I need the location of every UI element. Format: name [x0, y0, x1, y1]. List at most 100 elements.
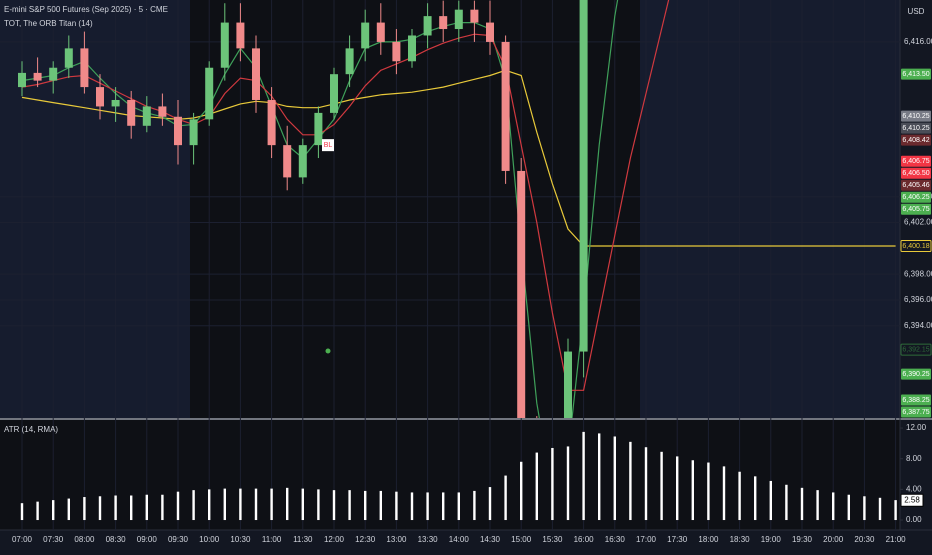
bar [660, 451, 663, 521]
bar [254, 488, 258, 521]
price-tag-label: 6,410.25 [902, 113, 929, 120]
price-tag [900, 240, 932, 253]
x-tick-label: 13:00 [386, 535, 407, 544]
bar [364, 490, 367, 521]
candle-body [454, 9, 463, 30]
candle-body [423, 16, 432, 36]
price-tag-label: 6,392.15 [902, 346, 929, 353]
price-tag [901, 179, 931, 191]
price-tag [901, 134, 931, 146]
x-tick-label: 10:00 [199, 535, 220, 544]
y-tick-label: 8.00 [906, 454, 922, 463]
x-tick-label: 17:30 [667, 535, 688, 544]
x-tick-label: 11:00 [262, 535, 282, 544]
bar [83, 497, 86, 521]
price-tag [901, 122, 931, 134]
price-tag [901, 368, 931, 380]
candle-body [236, 22, 245, 49]
indicator-name: TOT, The ORB Titan (14) [4, 19, 93, 28]
bar [504, 475, 507, 521]
price-tag-label: 6,413.50 [902, 71, 929, 78]
price-tag-label: 6,406.25 [902, 194, 929, 201]
candle-body [361, 22, 370, 49]
price-tag [901, 394, 931, 406]
x-tick-label: 12:30 [355, 535, 376, 544]
candle-body [314, 112, 323, 146]
bar [582, 431, 585, 521]
y-tick-label: 6,402.00 [904, 218, 932, 227]
x-tick-label: 09:30 [168, 535, 189, 544]
currency: USD [908, 7, 925, 16]
bar [754, 476, 757, 521]
x-tick-label: 11:30 [293, 535, 313, 544]
candle-body [283, 145, 292, 178]
x-tick-label: 12:00 [324, 535, 345, 544]
bar [457, 492, 460, 521]
candle-body [205, 67, 214, 120]
candle-body [298, 145, 307, 178]
candle-body [64, 48, 73, 68]
price-tag [901, 203, 931, 215]
bar [566, 446, 570, 521]
price-tag-label: 6,406.75 [902, 158, 929, 165]
candle-body [486, 22, 494, 42]
bar [20, 503, 24, 521]
bar [192, 490, 195, 521]
x-tick-label: 08:00 [74, 535, 95, 544]
session-shade [190, 0, 640, 418]
bar [613, 436, 616, 521]
bar [130, 495, 133, 521]
candle-body [376, 22, 385, 42]
candle-body [158, 106, 167, 117]
candle-body [189, 119, 198, 146]
x-tick-label: 08:30 [106, 535, 127, 544]
bar [176, 491, 180, 521]
price-tag-label: 6,405.46 [902, 182, 929, 189]
bar [629, 441, 632, 521]
y-tick-label: 6,416.00 [904, 37, 932, 46]
x-tick-label: 18:30 [730, 535, 751, 544]
x-tick-label: 10:30 [230, 535, 251, 544]
chart-title: E-mini S&P 500 Futures (Sep 2025) · 5 · … [4, 5, 168, 14]
price-tag [901, 155, 931, 167]
bar [816, 490, 819, 521]
bar [317, 489, 320, 521]
candle-body [408, 35, 416, 62]
atr-plot [20, 431, 897, 521]
price-tag-label: 6,408.42 [902, 137, 929, 144]
bar [239, 488, 242, 521]
candle-body [220, 22, 229, 68]
candle-body [564, 351, 572, 418]
bar [395, 491, 398, 521]
x-tick-label: 16:30 [605, 535, 626, 544]
bar [286, 487, 289, 521]
y-tick-label: 6,394.00 [904, 321, 932, 330]
bar [145, 494, 148, 521]
bar [800, 487, 804, 521]
bar [442, 492, 445, 521]
bar [894, 500, 897, 521]
candle-body [111, 99, 120, 107]
bar [847, 494, 850, 521]
y-tick-label: 4.00 [906, 484, 922, 493]
bar [36, 501, 39, 521]
bar [379, 490, 382, 521]
bar [676, 456, 679, 521]
x-tick-label: 09:00 [137, 535, 158, 544]
candle-body [345, 48, 354, 75]
bar [738, 471, 741, 521]
price-tag-label: 6,390.25 [902, 371, 929, 378]
bar [410, 492, 414, 521]
atr-pane [0, 420, 900, 530]
candle-body [267, 99, 276, 146]
candle-body [80, 48, 89, 88]
bar [488, 487, 492, 521]
x-tick-label: 20:00 [823, 535, 844, 544]
x-tick-label: 07:00 [12, 535, 33, 544]
bar [270, 488, 273, 521]
bar [520, 461, 523, 521]
axes: 07:00 07:30 08:00 08:30 09:00 09:30 10:00 10:30… [12, 37, 932, 544]
atr-title: ATR (14, RMA) [4, 425, 58, 434]
